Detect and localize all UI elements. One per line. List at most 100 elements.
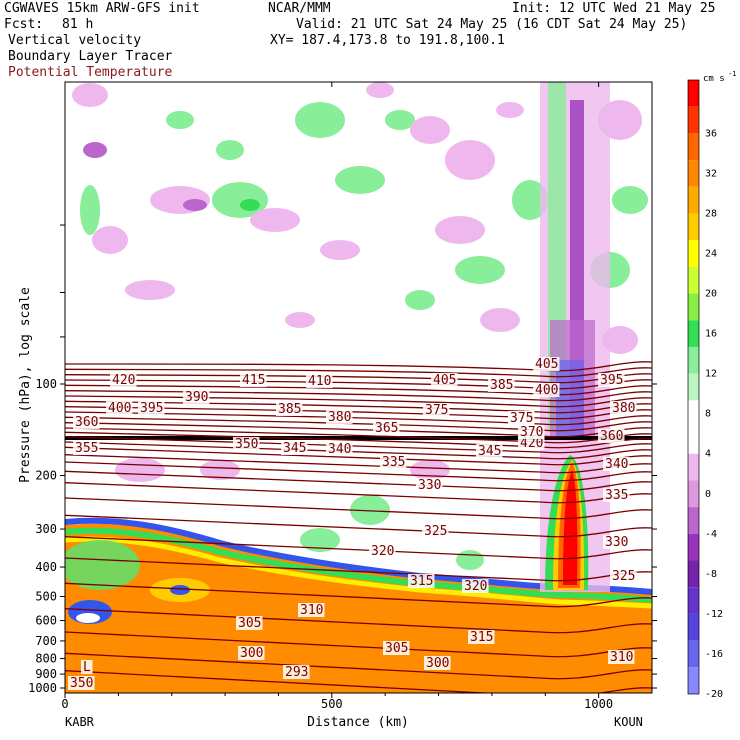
colorbar-swatch: [688, 213, 699, 241]
colorbar-label: 20: [705, 289, 717, 300]
theta-contour: [65, 416, 652, 432]
velocity-blob: [456, 550, 484, 570]
theta-contour: [65, 631, 652, 658]
theta-contour: [65, 367, 652, 378]
velocity-blob: [72, 83, 108, 107]
velocity-blob: [285, 312, 315, 328]
theta-label-bg: [422, 524, 449, 538]
theta-label: 320: [371, 544, 394, 559]
theta-label: 395: [140, 401, 163, 416]
theta-label: 385: [490, 378, 513, 393]
colorbar-swatch: [688, 640, 699, 668]
theta-label: 420: [520, 436, 543, 451]
theta-label-bg: [373, 421, 400, 435]
theta-label-bg: [488, 378, 515, 392]
theta-label-bg: [283, 665, 310, 679]
theta-label-bg: [233, 437, 260, 451]
bl-edge-green: [65, 527, 652, 603]
theta-label-bg: [603, 535, 630, 549]
colorbar-swatch: [688, 293, 699, 321]
bl-blob: [76, 613, 100, 623]
theta-contour: [65, 536, 652, 560]
theta-label: 305: [385, 641, 408, 656]
theta-label-bg: [610, 401, 637, 415]
velocity-blob: [320, 240, 360, 260]
theta-contour: [65, 470, 652, 492]
theta-contour: [65, 608, 652, 634]
colorbar-swatch: [688, 560, 699, 588]
theta-label: 365: [375, 421, 398, 436]
theta-contour: [65, 461, 652, 482]
y-tick-label: 1000: [28, 681, 57, 695]
velocity-blob: [410, 116, 450, 144]
velocity-blob: [125, 280, 175, 300]
theta-contour: [65, 411, 652, 426]
theta-label: 300: [240, 646, 263, 661]
colorbar-label: -16: [705, 649, 723, 660]
velocity-blob: [200, 460, 240, 480]
colorbar-swatch: [688, 346, 699, 374]
plot-frame: [64, 81, 653, 694]
theta-label-bg: [408, 574, 435, 588]
theta-label: 370: [520, 425, 543, 440]
theta-label: 335: [382, 455, 405, 470]
theta-contour: [65, 497, 652, 520]
plot-area: 4204154104054003953903853803753703653603…: [65, 82, 652, 693]
theta-label: 293: [285, 665, 308, 680]
colorbar-swatch: [688, 507, 699, 534]
colorbar-label: 12: [705, 369, 717, 380]
theta-label: 315: [470, 630, 493, 645]
colorbar-label: 0: [705, 489, 711, 500]
xy-coords: XY= 187.4,173.8 to 191.8,100.1: [270, 33, 505, 48]
theta-contour: [65, 384, 652, 396]
theta-label-bg: [468, 630, 495, 644]
theta-contour: [65, 514, 652, 538]
theta-label: 410: [308, 374, 331, 389]
theta-label-bg: [298, 603, 325, 617]
colorbar-swatch: [688, 240, 699, 267]
theta-label: 320: [464, 579, 487, 594]
theta-label-bg: [598, 373, 625, 387]
theta-label-bg: [238, 646, 265, 660]
theta-label-bg: [306, 374, 333, 388]
colorbar-label: 28: [705, 208, 717, 219]
theta-label-bg: [110, 373, 137, 387]
theta-label: 325: [612, 569, 635, 584]
theta-label-bg: [533, 383, 560, 397]
theta-contour: [65, 361, 652, 372]
theta-label-bg: [416, 478, 443, 492]
velocity-blob: [350, 495, 390, 525]
theta-label: 380: [328, 410, 351, 425]
velocity-blob: [366, 82, 394, 98]
theta-label-bg: [276, 402, 303, 416]
x-tick-label: 500: [321, 697, 343, 711]
y-tick-label: 400: [35, 560, 57, 574]
y-tick-label: 500: [35, 589, 57, 603]
boundary-layer-fill: [65, 523, 652, 693]
x-tick-label: 1000: [584, 697, 613, 711]
theta-label-bg: [533, 357, 560, 371]
bl-edge-yellow: [65, 536, 652, 609]
colorbar-swatch: [688, 186, 699, 214]
colorbar-swatch: [688, 480, 699, 508]
colorbar-unit-exponent: -1: [728, 70, 736, 78]
theta-label-bg: [518, 425, 545, 439]
theta-contour: [65, 557, 652, 582]
theta-label-bg: [369, 544, 396, 558]
colorbar-unit: cm s: [703, 74, 725, 84]
y-tick-label: 600: [35, 614, 57, 628]
theta-label-bg: [476, 444, 503, 458]
colorbar-label: -20: [705, 689, 723, 700]
theta-contour: [65, 670, 652, 693]
theta-label-bg: [68, 676, 95, 690]
colorbar-label: -12: [705, 609, 723, 620]
velocity-blob: [602, 326, 638, 354]
theta-label: 415: [242, 373, 265, 388]
theta-label: 345: [283, 441, 306, 456]
theta-label: 420: [112, 373, 135, 388]
colorbar-frame: [687, 79, 700, 695]
y-axis-label: Pressure (hPa), log scale: [18, 287, 33, 483]
theta-label: 340: [328, 442, 351, 457]
theta-label: 345: [478, 444, 501, 459]
